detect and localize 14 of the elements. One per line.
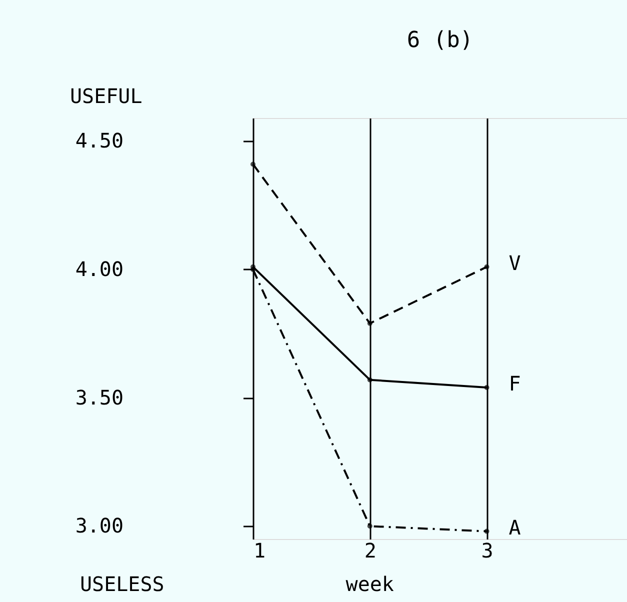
- x-tick-label: 1: [254, 538, 266, 562]
- y-tick-label: 4.50: [75, 128, 124, 153]
- y-tick-label: 3.50: [75, 385, 124, 410]
- y-tick-label: 3.00: [75, 514, 124, 538]
- text: USELESS: [80, 572, 164, 596]
- chart-title: 6 (b): [406, 28, 474, 53]
- y-tick-label: 4.00: [75, 256, 124, 281]
- series-label: F: [508, 372, 521, 396]
- series-label: A: [508, 515, 521, 540]
- x-axis-title: week: [346, 572, 394, 596]
- series-label: V: [508, 250, 521, 275]
- text: USEFUL: [70, 84, 142, 108]
- x-tick-label: 2: [364, 538, 376, 562]
- x-tick-label: 3: [481, 538, 494, 562]
